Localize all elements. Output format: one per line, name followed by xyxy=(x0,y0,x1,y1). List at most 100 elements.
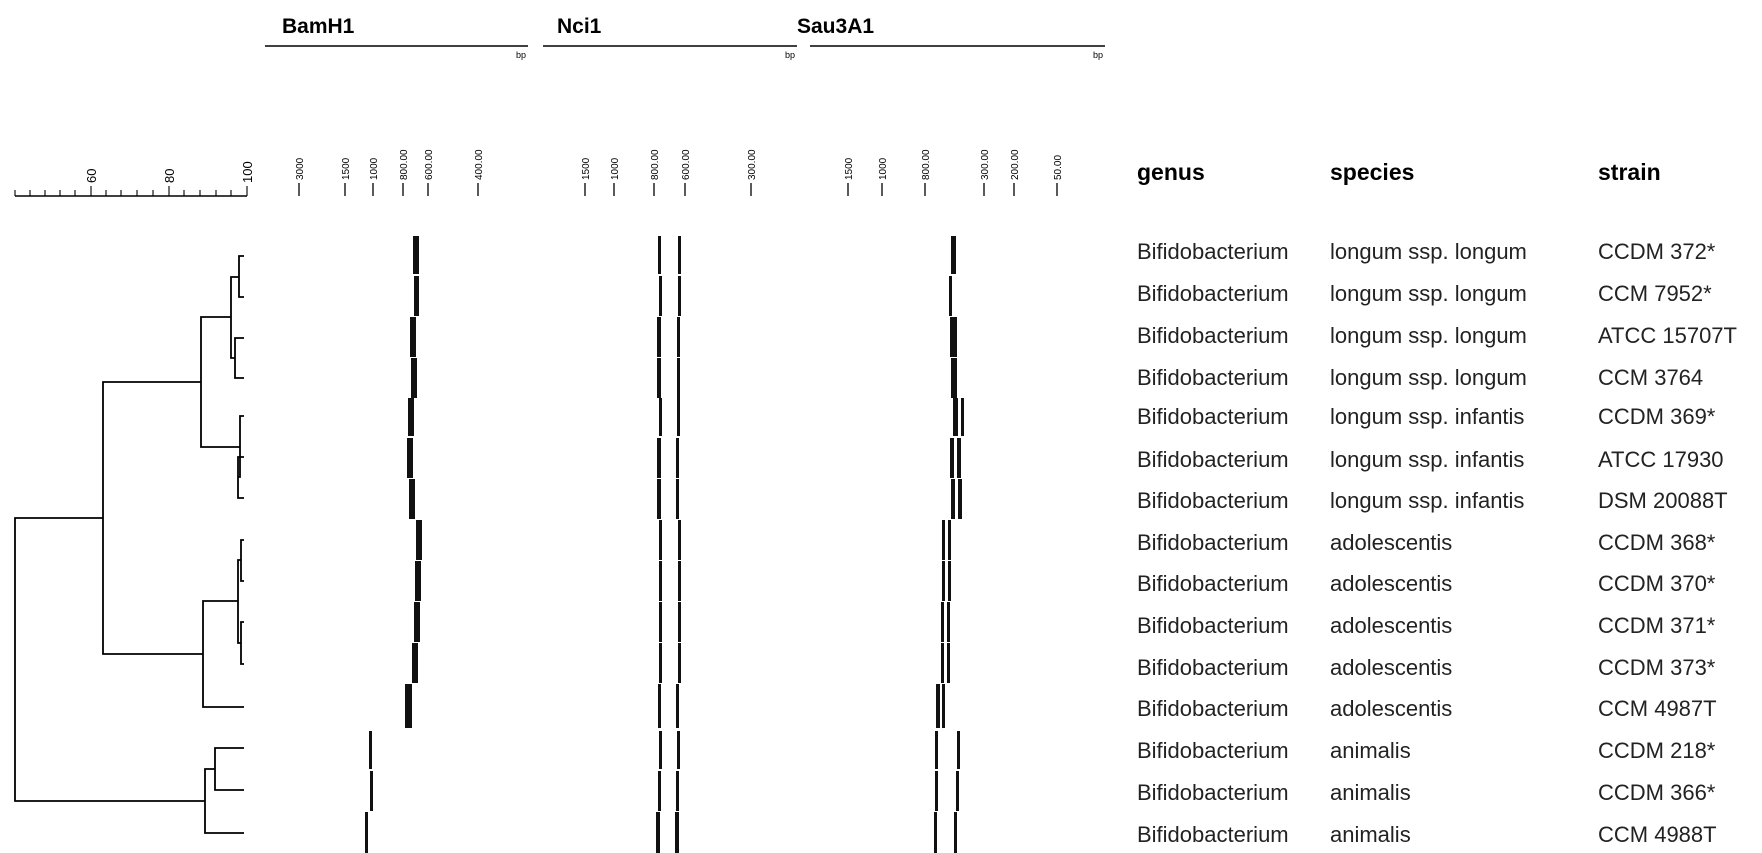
gel-band xyxy=(407,438,413,478)
gel-band xyxy=(942,561,945,601)
gel-band xyxy=(414,602,420,642)
ladder-label: 800.00 xyxy=(921,149,932,180)
dendrogram-branch xyxy=(238,255,244,298)
table-row: Bifidobacterium longum ssp. longum ATCC 15… xyxy=(1137,323,1737,348)
gel-band xyxy=(678,602,681,642)
ladder-label: 1500 xyxy=(844,157,855,180)
gel-band xyxy=(950,317,957,357)
genus-cell: Bifidobacterium xyxy=(1137,323,1289,348)
column-header-species: species xyxy=(1330,159,1414,185)
enzyme-name: Nci1 xyxy=(557,15,602,38)
species-cell: animalis xyxy=(1330,738,1411,763)
ladder-label: 200.00 xyxy=(1010,149,1021,180)
gel-band xyxy=(676,438,679,478)
genus-cell: Bifidobacterium xyxy=(1137,696,1289,721)
gel-band xyxy=(659,561,662,601)
gel-band xyxy=(678,276,681,316)
ladder-label: 50.00 xyxy=(1053,155,1064,180)
table-row: Bifidobacterium longum ssp. longum CCM 376… xyxy=(1137,365,1703,390)
species-cell: adolescentis xyxy=(1330,696,1452,721)
gel-band xyxy=(657,358,661,398)
genus-cell: Bifidobacterium xyxy=(1137,613,1289,638)
genus-cell: Bifidobacterium xyxy=(1137,738,1289,763)
enzyme-unit: bp xyxy=(785,50,795,60)
gel-band xyxy=(675,812,679,853)
species-cell: longum ssp. longum xyxy=(1330,281,1527,306)
gel-band xyxy=(948,561,951,601)
genus-cell: Bifidobacterium xyxy=(1137,281,1289,306)
gel-band xyxy=(947,643,950,683)
strain-cell: CCDM 218* xyxy=(1598,738,1716,763)
table-row: Bifidobacterium adolescentis CCDM 368* xyxy=(1137,530,1716,555)
enzyme-name: BamH1 xyxy=(282,15,355,38)
gel-band xyxy=(659,398,662,436)
strain-cell: CCDM 369* xyxy=(1598,404,1716,429)
gel-band xyxy=(942,684,945,728)
species-cell: longum ssp. longum xyxy=(1330,323,1527,348)
species-cell: longum ssp. infantis xyxy=(1330,404,1524,429)
dendrogram-branch xyxy=(14,517,205,802)
gel-band xyxy=(942,520,945,560)
gel-band xyxy=(365,812,368,853)
gel-band xyxy=(415,561,421,601)
genus-cell: Bifidobacterium xyxy=(1137,404,1289,429)
gel-band xyxy=(953,398,958,436)
gel-band xyxy=(659,602,662,642)
gel-band xyxy=(677,398,680,436)
genus-cell: Bifidobacterium xyxy=(1137,571,1289,596)
strain-cell: CCM 4988T xyxy=(1598,822,1717,847)
strain-cell: ATCC 17930 xyxy=(1598,447,1724,472)
ladder-label: 1500 xyxy=(341,157,352,180)
gel-band xyxy=(658,684,661,728)
dendrogram-branch xyxy=(240,539,244,582)
species-cell: animalis xyxy=(1330,822,1411,847)
table-row: Bifidobacterium longum ssp. longum CCM 795… xyxy=(1137,281,1712,306)
dendrogram-branch xyxy=(214,747,244,791)
species-cell: adolescentis xyxy=(1330,571,1452,596)
species-cell: animalis xyxy=(1330,780,1411,805)
ladder-sau3a1: 1500 1000 800.00 300.00 200.00 50.00 xyxy=(844,149,1064,196)
gel-band xyxy=(678,236,681,274)
gel-band xyxy=(412,643,418,683)
gel-band xyxy=(954,812,957,853)
enzyme-unit: bp xyxy=(516,50,526,60)
gel-band xyxy=(935,731,938,769)
strain-cell: CCDM 373* xyxy=(1598,655,1716,680)
table-row: Bifidobacterium adolescentis CCM 4987T xyxy=(1137,696,1717,721)
gel-band xyxy=(408,398,414,436)
gel-band xyxy=(950,438,954,478)
ladder-label: 400.00 xyxy=(474,149,485,180)
strain-cell: CCM 4987T xyxy=(1598,696,1717,721)
gel-band xyxy=(961,398,964,436)
gel-band xyxy=(369,731,372,769)
strain-cell: CCDM 370* xyxy=(1598,571,1716,596)
gel-band xyxy=(941,602,944,642)
enzyme-unit: bp xyxy=(1093,50,1103,60)
ladder-label: 600.00 xyxy=(681,149,692,180)
gel-band xyxy=(414,276,419,316)
strain-cell: ATCC 15707T xyxy=(1598,323,1737,348)
table-row: Bifidobacterium adolescentis CCDM 371* xyxy=(1137,613,1716,638)
enzyme-header-nci1: Nci1 bp xyxy=(543,15,797,60)
genus-cell: Bifidobacterium xyxy=(1137,530,1289,555)
similarity-scale: 60 80 100 xyxy=(14,161,255,197)
dendrogram-branch xyxy=(204,768,244,834)
genus-cell: Bifidobacterium xyxy=(1137,822,1289,847)
gel-band xyxy=(416,520,422,560)
ladder-label: 800.00 xyxy=(650,149,661,180)
enzyme-name: Sau3A1 xyxy=(797,15,874,38)
strain-cell: CCM 7952* xyxy=(1598,281,1712,306)
scale-label: 60 xyxy=(84,169,99,183)
gel-band xyxy=(936,684,940,728)
ladder-label: 1500 xyxy=(581,157,592,180)
strain-cell: CCDM 372* xyxy=(1598,239,1716,264)
column-header-genus: genus xyxy=(1137,159,1205,185)
gel-band xyxy=(948,520,951,560)
strain-cell: CCDM 371* xyxy=(1598,613,1716,638)
genus-cell: Bifidobacterium xyxy=(1137,655,1289,680)
gel-band xyxy=(935,771,938,811)
ladder-label: 800.00 xyxy=(399,149,410,180)
table-row: Bifidobacterium longum ssp. longum CCDM 37… xyxy=(1137,239,1716,264)
species-cell: longum ssp. infantis xyxy=(1330,447,1524,472)
genus-cell: Bifidobacterium xyxy=(1137,488,1289,513)
